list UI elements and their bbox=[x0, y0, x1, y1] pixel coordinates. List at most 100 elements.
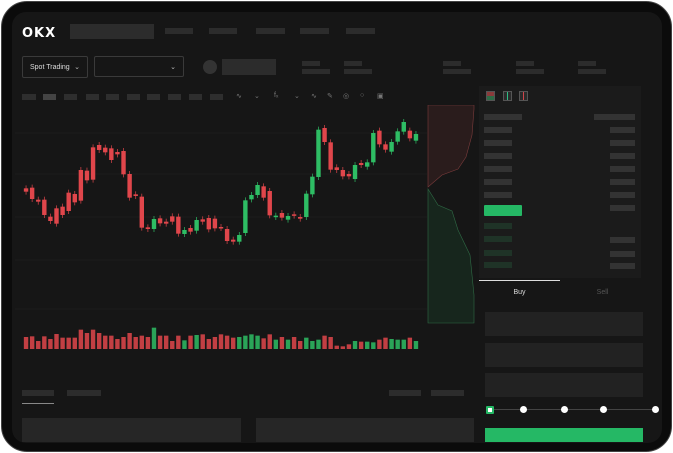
volume-bar bbox=[151, 327, 157, 349]
chevron-down-icon[interactable]: ⌄ bbox=[294, 93, 300, 100]
fx-icon[interactable]: fₓ bbox=[274, 92, 279, 99]
bid-price[interactable] bbox=[484, 250, 512, 256]
volume-bar bbox=[127, 333, 132, 349]
nav-item[interactable] bbox=[300, 28, 329, 34]
candle bbox=[328, 142, 333, 170]
volume-bar bbox=[383, 337, 388, 349]
candlestick-chart[interactable] bbox=[15, 105, 427, 370]
spot-trading-dropdown[interactable]: Spot Trading ⌄ bbox=[22, 56, 88, 78]
interval-button[interactable] bbox=[64, 94, 77, 100]
order-history-tab[interactable] bbox=[67, 390, 101, 396]
bottom-action[interactable] bbox=[431, 390, 464, 396]
ask-price[interactable] bbox=[484, 179, 512, 185]
volume-bar bbox=[23, 337, 29, 349]
slider-handle[interactable] bbox=[486, 406, 494, 414]
bid-amount bbox=[610, 251, 635, 257]
bid-price[interactable] bbox=[484, 262, 512, 268]
ask-price[interactable] bbox=[484, 127, 512, 133]
interval-button[interactable] bbox=[22, 94, 36, 100]
candle bbox=[218, 227, 224, 229]
volume-bar bbox=[407, 337, 413, 349]
ask-amount bbox=[610, 179, 635, 185]
candle bbox=[383, 144, 388, 150]
bid-price[interactable] bbox=[484, 236, 512, 242]
ask-price[interactable] bbox=[484, 192, 512, 198]
ask-price[interactable] bbox=[484, 166, 512, 172]
amount-input[interactable] bbox=[485, 343, 643, 367]
volume-bar bbox=[334, 345, 339, 349]
ask-price[interactable] bbox=[484, 140, 512, 146]
orders-panel bbox=[22, 418, 241, 442]
stat-value bbox=[443, 69, 471, 74]
slider-stop-50[interactable] bbox=[561, 406, 568, 413]
volume-bar bbox=[206, 339, 212, 349]
volume-bar bbox=[352, 341, 358, 349]
slider-stop-100[interactable] bbox=[652, 406, 659, 413]
volume-bar bbox=[340, 346, 346, 349]
candle bbox=[127, 174, 132, 198]
candle bbox=[261, 186, 266, 198]
orderbook-asks-icon[interactable] bbox=[519, 91, 528, 101]
volume-bar bbox=[115, 339, 120, 349]
volume-bar bbox=[273, 339, 279, 349]
interval-button[interactable] bbox=[147, 94, 160, 100]
candle bbox=[401, 122, 406, 132]
total-input[interactable] bbox=[485, 373, 643, 397]
nav-item[interactable] bbox=[346, 28, 375, 34]
interval-button[interactable] bbox=[86, 94, 99, 100]
volume-bar bbox=[328, 337, 333, 349]
volume-bar bbox=[109, 335, 114, 349]
pencil-icon[interactable]: ✎ bbox=[327, 93, 333, 100]
bottom-action[interactable] bbox=[389, 390, 421, 396]
line-tool-icon[interactable]: ∿ bbox=[311, 93, 317, 100]
price-input[interactable] bbox=[485, 312, 643, 336]
volume-bar bbox=[224, 335, 230, 349]
volume-bar bbox=[316, 339, 321, 349]
slider-stop-75[interactable] bbox=[600, 406, 607, 413]
interval-button[interactable] bbox=[168, 94, 181, 100]
search-bar[interactable] bbox=[70, 24, 154, 39]
settings-icon[interactable]: ○ bbox=[360, 92, 365, 99]
bid-price[interactable] bbox=[484, 223, 512, 229]
interval-button[interactable] bbox=[127, 94, 140, 100]
ask-amount bbox=[610, 192, 635, 198]
candle bbox=[29, 187, 35, 199]
fullscreen-icon[interactable]: ▣ bbox=[377, 93, 384, 100]
buy-button[interactable] bbox=[485, 428, 643, 442]
amount-slider-track[interactable] bbox=[489, 409, 655, 410]
volume-bar bbox=[170, 341, 175, 349]
interval-button[interactable] bbox=[189, 94, 202, 100]
interval-button[interactable] bbox=[43, 94, 56, 100]
chart-type-icon[interactable]: ⌄ bbox=[254, 93, 260, 100]
stat-value bbox=[344, 69, 372, 74]
volume-bar bbox=[84, 333, 90, 349]
candle bbox=[103, 147, 108, 153]
ask-amount bbox=[610, 140, 635, 146]
indicator-icon[interactable]: ∿ bbox=[236, 93, 242, 100]
interval-button[interactable] bbox=[106, 94, 119, 100]
ask-price[interactable] bbox=[484, 153, 512, 159]
orderbook-bids-icon[interactable] bbox=[503, 91, 512, 101]
volume-bar bbox=[291, 337, 297, 349]
logo-text: OKX bbox=[22, 26, 57, 41]
volume-bar bbox=[29, 336, 35, 349]
sell-tab[interactable]: Sell bbox=[596, 289, 609, 296]
orderbook-both-icon[interactable] bbox=[486, 91, 495, 101]
nav-item[interactable] bbox=[209, 28, 237, 34]
volume-bar bbox=[42, 336, 47, 349]
volume-bar bbox=[267, 334, 272, 349]
buy-tab[interactable]: Buy bbox=[513, 289, 526, 296]
candle bbox=[72, 194, 77, 203]
nav-item[interactable] bbox=[256, 28, 285, 34]
pair-dropdown[interactable]: ⌄ bbox=[94, 56, 184, 77]
candle bbox=[139, 196, 144, 228]
open-orders-tab[interactable] bbox=[22, 390, 54, 396]
nav-item[interactable] bbox=[165, 28, 193, 34]
volume-bar bbox=[139, 335, 144, 349]
interval-button[interactable] bbox=[210, 94, 223, 100]
candle bbox=[163, 221, 169, 224]
target-icon[interactable]: ◎ bbox=[343, 93, 350, 100]
okx-logo[interactable]: OKX bbox=[22, 24, 57, 41]
volume-bar bbox=[249, 334, 254, 349]
slider-stop-25[interactable] bbox=[520, 406, 527, 413]
